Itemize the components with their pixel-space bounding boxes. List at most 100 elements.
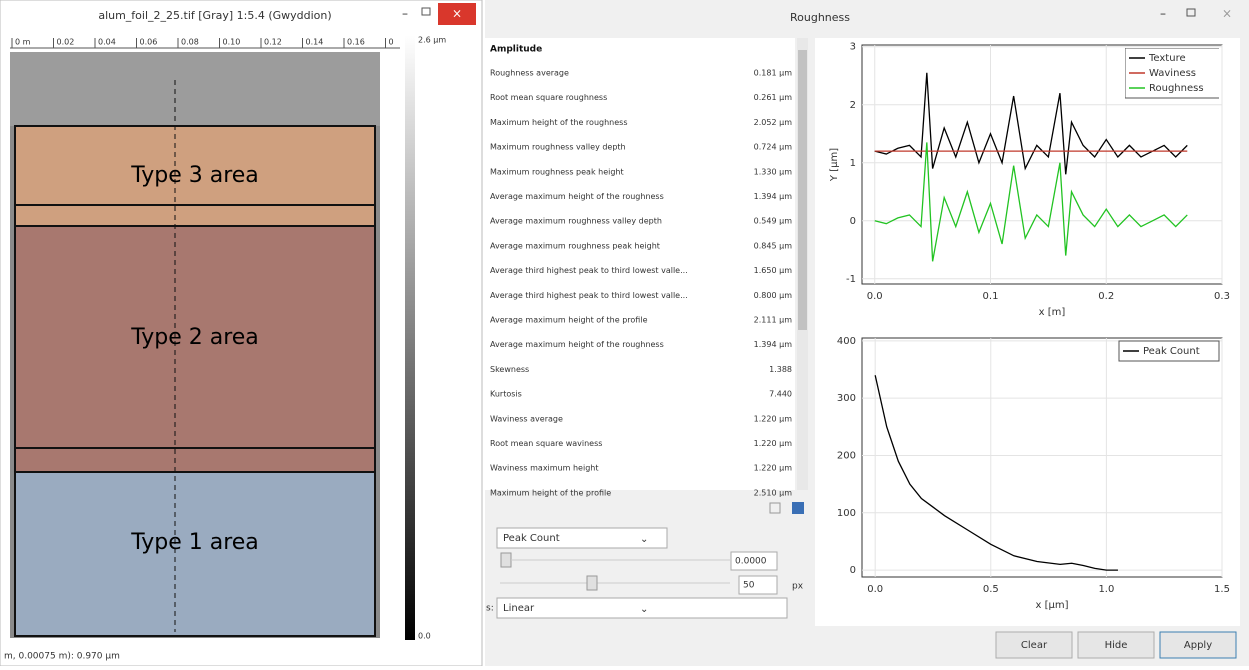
parameter-value: 2.052 µm (754, 118, 793, 127)
dropdown-arrow: ⌄ (640, 604, 648, 615)
y-tick-label: 400 (837, 336, 856, 347)
parameter-value: 1.220 µm (754, 439, 793, 448)
ruler-label: 0 (389, 38, 394, 47)
ruler-label: 0.12 (264, 38, 282, 47)
ruler-label: 0.04 (98, 38, 116, 47)
area-label: Type 3 area (130, 163, 259, 188)
y-tick-label: 2 (850, 100, 856, 111)
legend: Peak Count (1119, 341, 1219, 361)
x-tick-label: 0.0 (867, 584, 883, 595)
dropdown-arrow: ⌄ (640, 534, 648, 545)
ruler-label: 0.10 (223, 38, 241, 47)
ruler-label: 0.06 (140, 38, 158, 47)
y-tick-label: 300 (837, 393, 856, 404)
parameter-value: 1.388 (769, 365, 792, 374)
y-tick-label: 1 (850, 158, 856, 169)
x-tick-label: 0.5 (983, 584, 999, 595)
parameter-value: 0.181 µm (754, 69, 793, 78)
colorbar (405, 35, 415, 640)
parameter-value: 1.330 µm (754, 167, 793, 176)
parameter-value: 1.650 µm (754, 266, 793, 275)
y-axis-label: Y [µm] (829, 148, 840, 182)
parameter-value: 2.510 µm (754, 488, 793, 497)
image-top (10, 52, 380, 126)
parameter-value: 0.845 µm (754, 241, 793, 250)
x-axis-label: x [µm] (1035, 600, 1068, 611)
parameter-name: Maximum roughness valley depth (490, 143, 626, 152)
slider-thumb[interactable] (587, 576, 597, 590)
parameter-name: Average maximum roughness peak height (490, 241, 660, 250)
parameter-value: 0.549 µm (754, 217, 793, 226)
x-axis-label: x [m] (1039, 307, 1066, 318)
quantity: Peak Count (503, 533, 560, 544)
parameter-value: 1.394 µm (754, 192, 793, 201)
ruler-label: 0.02 (57, 38, 75, 47)
parameter-name: Average third highest peak to third lowe… (490, 266, 688, 275)
legend-label: Roughness (1149, 83, 1204, 94)
save-icon[interactable] (792, 502, 804, 514)
parameter-name: Average maximum height of the profile (490, 316, 648, 325)
buttons: Clear Hide Apply (996, 632, 1236, 658)
screenshot: alum_foil_2_25.tif [Gray] 1:5.4 (Gwyddio… (0, 0, 1249, 666)
button-label: Apply (1184, 640, 1212, 651)
area-label: Type 2 area (130, 325, 259, 350)
parameter-value: 0.724 µm (754, 143, 793, 152)
minimize[interactable]: – (402, 7, 408, 21)
parameter-name: Maximum height of the profile (490, 488, 611, 497)
close-x: × (452, 7, 462, 21)
plot-area (862, 338, 1222, 577)
y-tick-label: -1 (846, 274, 856, 285)
colorbar-min: 0.0 (418, 632, 431, 641)
x-tick-label: 0.2 (1098, 291, 1114, 302)
scale: Linear (503, 603, 535, 614)
parameter-name: Average maximum height of the roughness (490, 340, 664, 349)
screen: alum_foil_2_25.tif [Gray] 1:5.4 (Gwyddio… (0, 0, 1249, 666)
status-bar: m, 0.00075 m): 0.970 µm (4, 652, 120, 662)
legend-label: Peak Count (1143, 346, 1200, 357)
length: 50 (743, 581, 755, 591)
scale-label: s: (486, 604, 494, 614)
x-tick-label: 0.0 (867, 291, 883, 302)
scroll-thumb[interactable] (798, 50, 807, 330)
window-title: Roughness (790, 11, 850, 24)
legend: TextureWavinessRoughness (1125, 48, 1225, 98)
parameter-name: Maximum height of the roughness (490, 118, 627, 127)
slider-thumb[interactable] (501, 553, 511, 567)
x-tick-label: 0.1 (983, 291, 999, 302)
parameter-value: 1.220 µm (754, 464, 793, 473)
parameter-name: Average maximum roughness valley depth (490, 217, 662, 226)
parameter-name: Kurtosis (490, 390, 522, 399)
threshold: 0.0000 (735, 557, 767, 567)
parameter-value: 2.111 µm (754, 316, 793, 325)
ruler-label: 0.14 (306, 38, 324, 47)
parameter-value: 1.394 µm (754, 340, 793, 349)
y-tick-label: 3 (850, 42, 856, 53)
button-label: Clear (1021, 640, 1048, 651)
parameter-value: 1.220 µm (754, 414, 793, 423)
parameter-name: Waviness maximum height (490, 464, 598, 473)
parameters-heading: Amplitude (490, 45, 542, 55)
button-label: Hide (1105, 640, 1128, 651)
ruler-label: 0.08 (181, 38, 199, 47)
colorbar-max: 2.6 µm (418, 36, 446, 45)
y-tick-label: 100 (837, 508, 856, 519)
parameter-name: Root mean square waviness (490, 439, 602, 448)
y-tick-label: 0 (850, 216, 856, 227)
x-tick-label: 1.0 (1098, 584, 1114, 595)
parameter-name: Average maximum height of the roughness (490, 192, 664, 201)
ruler-label: 0.16 (347, 38, 365, 47)
parameter-name: Root mean square roughness (490, 93, 607, 102)
area-label: Type 1 area (130, 530, 259, 555)
close[interactable]: × (1222, 7, 1232, 21)
y-tick-label: 0 (850, 565, 856, 576)
parameter-name: Waviness average (490, 414, 563, 423)
parameter-name: Maximum roughness peak height (490, 167, 624, 176)
minimize[interactable]: – (1160, 7, 1166, 21)
x-tick-label: 0.3 (1214, 291, 1230, 302)
legend-label: Texture (1148, 53, 1186, 64)
parameter-value: 0.261 µm (754, 93, 793, 102)
ruler-label: 0 m (15, 38, 31, 47)
parameter-value: 0.800 µm (754, 291, 793, 300)
length-unit: px (792, 582, 804, 592)
parameter-value: 7.440 (769, 390, 792, 399)
